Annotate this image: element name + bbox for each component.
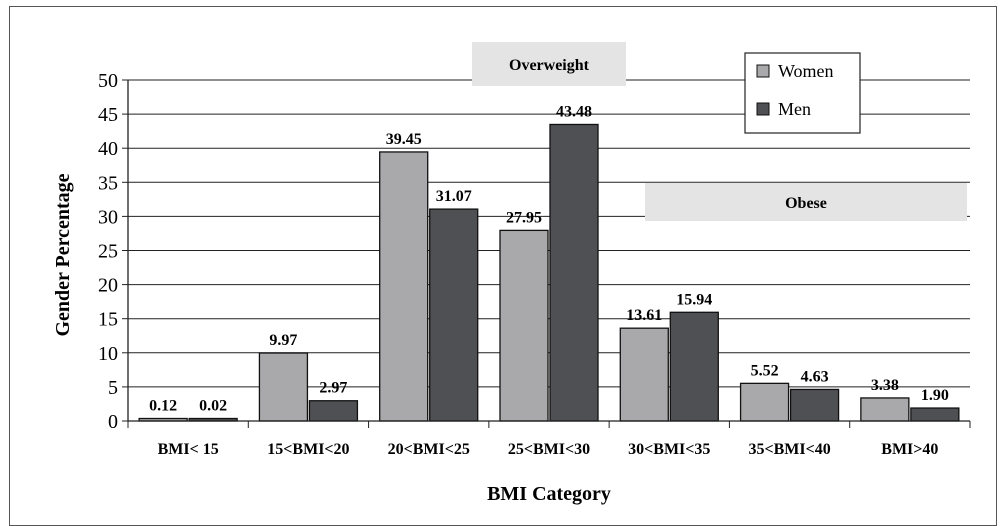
y-tick-label: 5 bbox=[108, 377, 118, 399]
axes: 0 5 10 15 20 25 30 35 40 45 50 bbox=[98, 70, 971, 433]
bar-women bbox=[860, 397, 910, 422]
bar-men bbox=[669, 311, 719, 422]
bar-men bbox=[429, 208, 479, 422]
x-category-label: 25<BMI<30 bbox=[508, 441, 590, 458]
x-category-label: 35<BMI<40 bbox=[748, 441, 830, 458]
y-tick-label: 25 bbox=[98, 241, 118, 263]
bar-women bbox=[258, 352, 309, 422]
x-category-label: 20<BMI<25 bbox=[388, 441, 470, 458]
bar-women bbox=[739, 382, 790, 422]
y-tick-label: 20 bbox=[98, 275, 118, 297]
y-tick-label: 40 bbox=[98, 138, 118, 160]
y-tick-label: 35 bbox=[98, 172, 118, 194]
x-category-label: BMI< 15 bbox=[158, 441, 219, 458]
annotation-bands: Overweight Obese bbox=[472, 42, 967, 221]
data-label: 39.45 bbox=[386, 131, 422, 148]
y-tick-label: 10 bbox=[98, 343, 118, 365]
data-label: 0.02 bbox=[199, 398, 227, 415]
bar-men bbox=[308, 400, 359, 422]
data-label: 43.48 bbox=[556, 103, 592, 120]
data-label: 0.12 bbox=[149, 398, 177, 415]
y-tick-label: 50 bbox=[98, 70, 118, 92]
data-label: 3.38 bbox=[871, 377, 899, 394]
y-tick-label: 15 bbox=[98, 309, 118, 331]
legend-swatch-men bbox=[756, 102, 770, 116]
x-category-label: 30<BMI<35 bbox=[628, 441, 710, 458]
bar-men bbox=[910, 407, 960, 422]
bar-women bbox=[619, 327, 669, 422]
legend-swatch-women bbox=[756, 64, 770, 78]
y-tick-label: 45 bbox=[98, 104, 118, 126]
y-tick-label: 30 bbox=[98, 206, 118, 228]
labels: 0.12 0.02 BMI< 15 9.97 2.97 15<BMI<20 39.45 31.… bbox=[52, 103, 949, 505]
annotation-band-overweight bbox=[472, 42, 626, 86]
y-axis-title: Gender Percentage bbox=[52, 173, 74, 336]
bar-men bbox=[789, 388, 840, 422]
annotation-band-obese bbox=[645, 183, 967, 221]
legend: Women Men bbox=[744, 52, 861, 134]
data-label: 4.63 bbox=[801, 368, 829, 385]
x-axis-title: BMI Category bbox=[487, 483, 611, 505]
bars bbox=[138, 123, 960, 422]
legend-label: Men bbox=[778, 99, 811, 119]
bar-women bbox=[499, 229, 549, 422]
y-tick-label: 0 bbox=[108, 411, 118, 433]
data-label: 27.95 bbox=[506, 209, 542, 226]
x-category-label: 15<BMI<20 bbox=[267, 441, 349, 458]
data-label: 13.61 bbox=[626, 307, 662, 324]
data-label: 2.97 bbox=[319, 380, 347, 397]
bar-men bbox=[549, 123, 599, 422]
annotation-label: Obese bbox=[785, 195, 827, 212]
data-label: 1.90 bbox=[921, 387, 949, 404]
data-label: 9.97 bbox=[269, 332, 297, 349]
bar-women bbox=[379, 151, 429, 422]
data-label: 5.52 bbox=[751, 362, 779, 379]
legend-label: Women bbox=[778, 61, 834, 81]
x-category-label: BMI>40 bbox=[881, 441, 938, 458]
data-label: 15.94 bbox=[676, 291, 712, 308]
annotation-label: Overweight bbox=[509, 57, 590, 74]
data-label: 31.07 bbox=[436, 188, 472, 205]
